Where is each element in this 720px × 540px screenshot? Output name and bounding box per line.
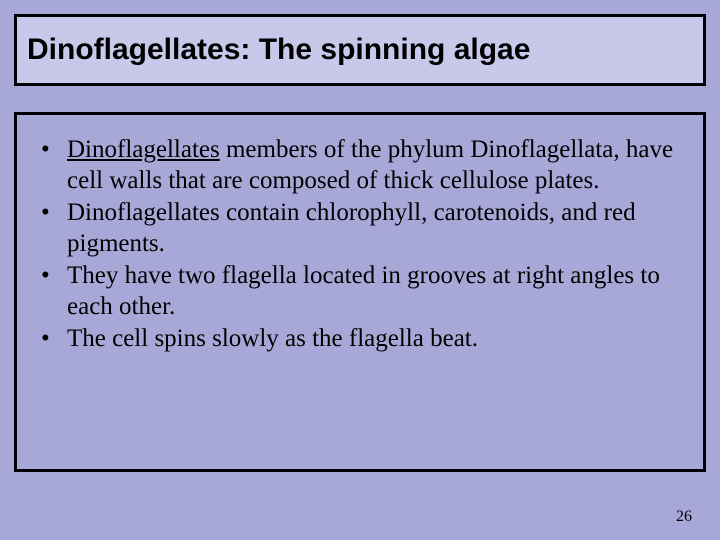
list-item: Dinoflagellates members of the phylum Di… (33, 135, 687, 196)
slide-title: Dinoflagellates: The spinning algae (27, 33, 530, 67)
bullet-text: They have two flagella located in groove… (67, 262, 660, 320)
list-item: The cell spins slowly as the flagella be… (33, 324, 687, 355)
content-box: Dinoflagellates members of the phylum Di… (14, 112, 706, 472)
list-item: Dinoflagellates contain chlorophyll, car… (33, 198, 687, 259)
bullet-text: Dinoflagellates contain chlorophyll, car… (67, 199, 636, 257)
list-item: They have two flagella located in groove… (33, 261, 687, 322)
bullet-list: Dinoflagellates members of the phylum Di… (33, 135, 687, 355)
bullet-text: The cell spins slowly as the flagella be… (67, 325, 478, 352)
page-number: 26 (676, 508, 692, 526)
title-box: Dinoflagellates: The spinning algae (14, 14, 706, 86)
bullet-underlined: Dinoflagellates (67, 136, 220, 163)
